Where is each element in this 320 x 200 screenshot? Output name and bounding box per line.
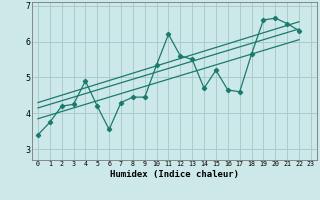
X-axis label: Humidex (Indice chaleur): Humidex (Indice chaleur) bbox=[110, 170, 239, 179]
